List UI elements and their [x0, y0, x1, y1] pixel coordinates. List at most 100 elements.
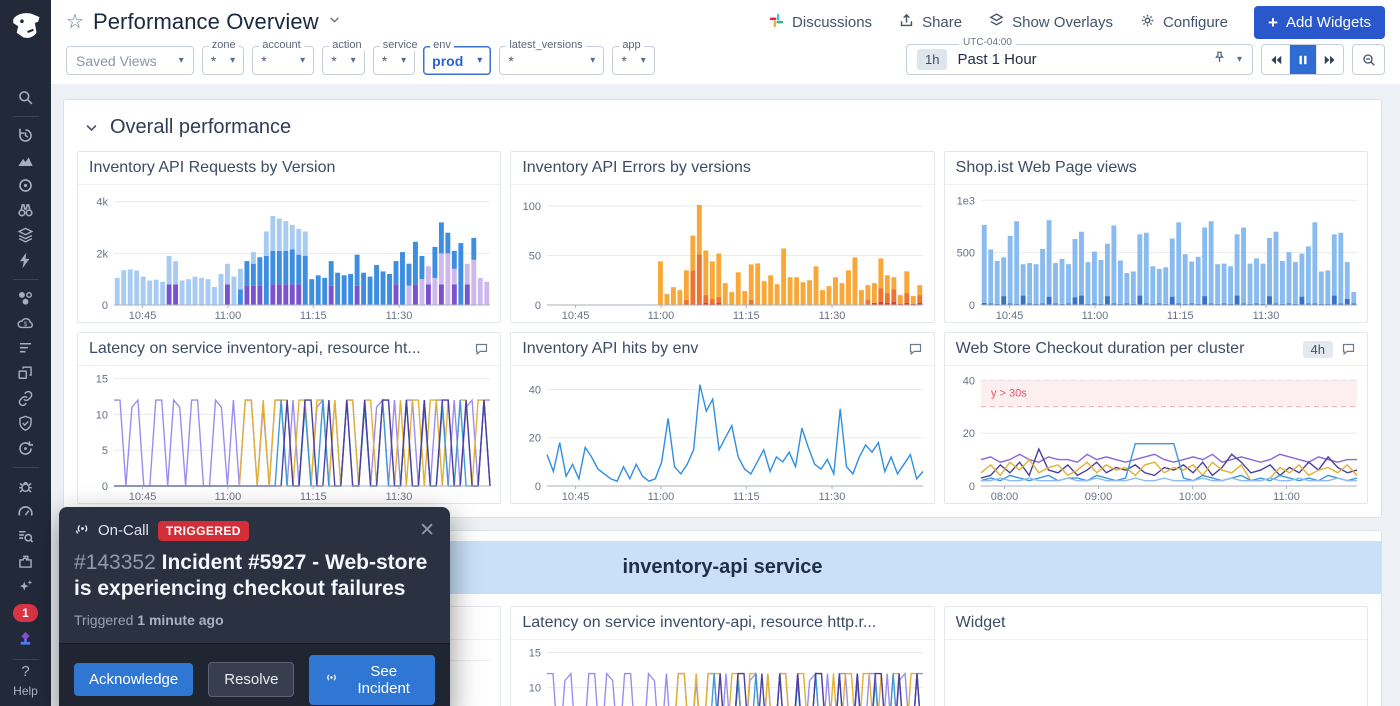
- widget-header[interactable]: Inventory API Errors by versions: [511, 152, 934, 185]
- chart-checkout-duration[interactable]: y > 30s 0 20 40 08:00 09:00 10:00 11:00: [945, 366, 1367, 503]
- forward-button[interactable]: [1316, 45, 1343, 74]
- widget-header[interactable]: Latency on service inventory-api, resour…: [511, 607, 934, 640]
- help-icon[interactable]: ?: [21, 663, 30, 680]
- timeframe-badge: 4h: [1302, 340, 1333, 358]
- search-icon[interactable]: [16, 88, 35, 107]
- workflow-tool-icon[interactable]: [16, 630, 35, 649]
- discussions-button[interactable]: Discussions: [768, 12, 872, 33]
- svg-text:1e3: 1e3: [956, 195, 974, 207]
- windows-icon[interactable]: [16, 364, 35, 383]
- notification-badge[interactable]: 1: [13, 604, 38, 622]
- watchdog-binoculars-icon[interactable]: [16, 201, 35, 220]
- events-bolt-icon[interactable]: [16, 251, 35, 270]
- template-var-app[interactable]: app * ▾: [612, 39, 655, 75]
- comment-icon[interactable]: [474, 342, 489, 357]
- share-button[interactable]: Share: [898, 12, 962, 33]
- template-var-env[interactable]: env prod ▾: [423, 39, 492, 75]
- time-range-selector[interactable]: UTC-04:00 1h Past 1 Hour ▾: [906, 37, 1253, 75]
- apm-target-icon[interactable]: [16, 176, 35, 195]
- comment-icon[interactable]: [1341, 342, 1356, 357]
- svg-text:15: 15: [529, 648, 541, 660]
- template-var-latest-versions[interactable]: latest_versions * ▾: [499, 39, 605, 75]
- svg-text:08:00: 08:00: [990, 491, 1018, 503]
- widget-hits-by-env: Inventory API hits by env 0 20 40 10:45 11:0…: [510, 332, 935, 504]
- toast-actions: Acknowledge Resolve See Incident: [59, 642, 450, 706]
- show-overlays-button[interactable]: Show Overlays: [988, 12, 1113, 33]
- title-group: ☆ Performance Overview: [66, 9, 341, 35]
- widget-header[interactable]: Inventory API Requests by Version: [78, 152, 501, 185]
- widget-header[interactable]: Widget: [944, 607, 1367, 640]
- layers-icon[interactable]: [16, 226, 35, 245]
- chevron-down-icon: ▾: [640, 55, 646, 66]
- template-var-zone[interactable]: zone * ▾: [201, 39, 245, 75]
- chevron-down-icon: ▾: [477, 55, 483, 66]
- svg-text:20: 20: [529, 433, 541, 445]
- resolve-button[interactable]: Resolve: [208, 662, 295, 697]
- close-icon[interactable]: ✕: [419, 520, 435, 541]
- datadog-logo[interactable]: [8, 8, 44, 44]
- svg-text:10:45: 10:45: [562, 310, 590, 322]
- time-range-label: Past 1 Hour: [957, 51, 1037, 68]
- logs-icon[interactable]: [16, 339, 35, 358]
- history-icon[interactable]: [16, 126, 35, 145]
- widget-header[interactable]: Web Store Checkout duration per cluster …: [944, 333, 1367, 366]
- time-preset-chip[interactable]: 1h: [917, 49, 948, 70]
- favorite-star-icon[interactable]: ☆: [66, 11, 84, 33]
- template-var-service[interactable]: service * ▾: [372, 39, 421, 75]
- log-explorer-icon[interactable]: [16, 527, 35, 546]
- pause-button[interactable]: [1289, 45, 1316, 74]
- playback-controls: [1261, 44, 1344, 75]
- widget-header[interactable]: Latency on service inventory-api, resour…: [78, 333, 501, 366]
- pin-icon[interactable]: [1212, 50, 1227, 70]
- widget-title: Inventory API Errors by versions: [522, 159, 751, 176]
- chart-hits-by-env[interactable]: 0 20 40 10:45 11:00 11:15 11:30: [511, 366, 933, 503]
- help-label[interactable]: Help: [13, 684, 38, 698]
- synthetics-sync-icon[interactable]: [16, 439, 35, 458]
- add-widgets-button[interactable]: + Add Widgets: [1254, 5, 1385, 39]
- rewind-button[interactable]: [1262, 45, 1289, 74]
- service-link-icon[interactable]: [16, 389, 35, 408]
- security-shield-icon[interactable]: [16, 414, 35, 433]
- section-title: Overall performance: [110, 116, 292, 138]
- chevron-down-icon: ▾: [401, 55, 407, 66]
- chart-latency-inventory-api[interactable]: 0 5 10 15 10:45 11:00 11:15 11:30: [78, 366, 500, 503]
- saved-views-dropdown[interactable]: Saved Views ▾: [66, 46, 194, 75]
- widget-title: Inventory API hits by env: [522, 340, 699, 357]
- svg-text:11:15: 11:15: [300, 310, 327, 322]
- chart-page-views[interactable]: 0 500 1e3 10:45 11:00 11:15 11:30: [945, 185, 1367, 322]
- oncall-icon: [74, 520, 91, 541]
- cloud-cost-icon[interactable]: $: [16, 314, 35, 333]
- template-var-action[interactable]: action * ▾: [322, 39, 365, 75]
- sidebar-footer: ? Help: [12, 656, 39, 706]
- slack-icon: [768, 12, 785, 33]
- page-title: Performance Overview: [92, 9, 319, 34]
- svg-text:20: 20: [962, 428, 974, 440]
- processes-icon[interactable]: [16, 289, 35, 308]
- chevron-down-icon[interactable]: ▾: [1236, 54, 1242, 65]
- title-chevron-icon[interactable]: [328, 13, 341, 31]
- svg-text:50: 50: [529, 250, 541, 262]
- metrics-icon[interactable]: [16, 151, 35, 170]
- sparkles-icon[interactable]: [16, 577, 35, 596]
- gauge-icon[interactable]: [16, 502, 35, 521]
- chevron-down-icon[interactable]: [84, 120, 99, 135]
- configure-button[interactable]: Configure: [1139, 12, 1228, 33]
- integrations-puzzle-icon[interactable]: [16, 552, 35, 571]
- widget-header[interactable]: Shop.ist Web Page views: [944, 152, 1367, 185]
- svg-text:11:30: 11:30: [386, 310, 413, 322]
- chart-errors-by-versions[interactable]: 0 50 100 10:45 11:00 11:15 11:30: [511, 185, 933, 322]
- see-incident-button[interactable]: See Incident: [309, 654, 435, 705]
- section-header-overall[interactable]: Overall performance: [64, 100, 1381, 151]
- comment-icon[interactable]: [908, 342, 923, 357]
- widget-header[interactable]: Inventory API hits by env: [511, 333, 934, 366]
- svg-text:10:45: 10:45: [995, 310, 1023, 322]
- zoom-out-button[interactable]: [1352, 44, 1385, 75]
- svg-text:11:30: 11:30: [819, 491, 846, 503]
- bug-icon[interactable]: [16, 477, 35, 496]
- chart-requests-by-version[interactable]: 0 2k 4k 10:45 11:00 11:15 11:30: [78, 185, 500, 322]
- header-actions: Discussions Share Show Overlays Configur…: [768, 5, 1385, 39]
- filter-bar: Saved Views ▾ zone * ▾ account * ▾ action * ▾ …: [51, 37, 1400, 84]
- acknowledge-button[interactable]: Acknowledge: [74, 663, 194, 696]
- template-var-account[interactable]: account * ▾: [252, 39, 315, 75]
